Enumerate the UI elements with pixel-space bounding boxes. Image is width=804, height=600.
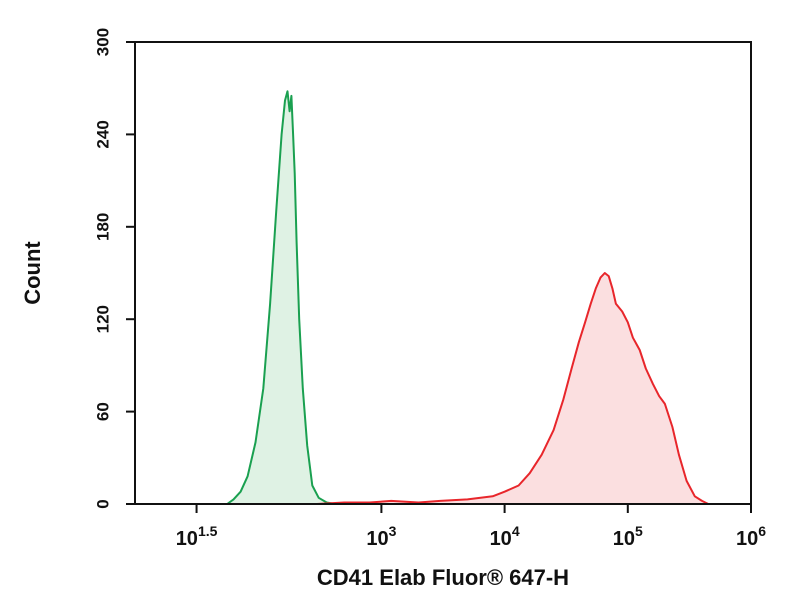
series-2-line (316, 272, 709, 505)
x-tick-label: 106 (736, 523, 766, 550)
y-tick-label: 300 (94, 28, 113, 56)
series-layer (226, 90, 709, 505)
y-tick-label: 0 (94, 499, 113, 508)
x-tick-label: 101.5 (176, 523, 218, 550)
series-2-area (317, 273, 709, 504)
y-tick-label: 240 (94, 120, 113, 148)
y-tick-label: 120 (94, 305, 113, 333)
x-axis: 101.5 103 104 105 106 (176, 504, 766, 550)
x-tick-label: 105 (613, 523, 643, 550)
y-tick-label: 180 (94, 213, 113, 241)
y-tick-label: 60 (94, 402, 113, 421)
x-tick-label: 104 (490, 523, 520, 550)
x-axis-title: CD41 Elab Fluor® 647-H (317, 565, 569, 590)
plot-frame (134, 41, 752, 505)
x-tick-label: 103 (366, 523, 396, 550)
series-1-area (227, 91, 335, 505)
series-1-line (226, 90, 336, 505)
y-axis: 0 60 120 180 240 300 (94, 28, 135, 509)
y-axis-title: Count (20, 241, 45, 305)
